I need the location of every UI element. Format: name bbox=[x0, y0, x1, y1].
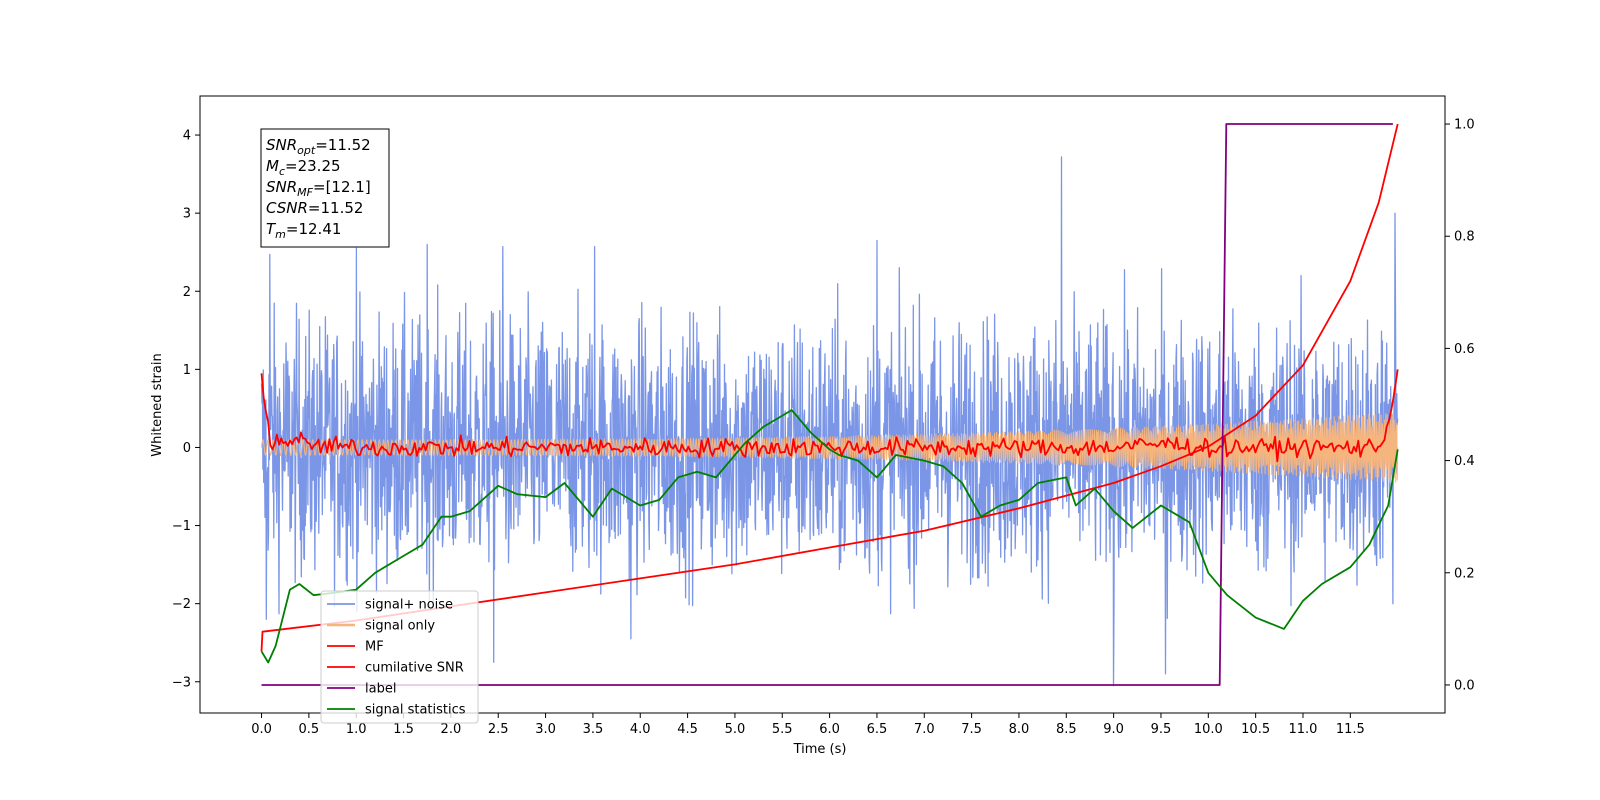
annotation-value: =11.52 bbox=[315, 136, 371, 154]
y-tick-label: 4 bbox=[183, 129, 191, 144]
y-tick-label: −2 bbox=[172, 597, 191, 612]
x-tick-label: 7.5 bbox=[961, 722, 982, 737]
annotation-symbol: T bbox=[266, 220, 277, 238]
plot-frame bbox=[199, 95, 1446, 714]
annotation-line: CSNR=11.52 bbox=[266, 199, 363, 217]
annotation-line: Tm=12.41 bbox=[266, 220, 341, 241]
y-tick-label: 0 bbox=[183, 441, 191, 456]
annotation-value: =11.52 bbox=[308, 199, 364, 217]
x-tick-label: 2.5 bbox=[488, 722, 509, 737]
y2-tick-label: 0.6 bbox=[1454, 342, 1475, 357]
annotation-subscript: opt bbox=[297, 144, 316, 157]
series-line-2 bbox=[260, 369, 1399, 463]
annotation-line: SNRopt=11.52 bbox=[266, 136, 371, 157]
annotation-symbol: CSNR bbox=[266, 199, 308, 217]
y2-tick-label: 0.8 bbox=[1454, 230, 1475, 245]
x-tick-label: 2.0 bbox=[441, 722, 462, 737]
x-tick-label: 3.0 bbox=[535, 722, 556, 737]
x-tick-label: 9.0 bbox=[1103, 722, 1124, 737]
annotation-subscript: MF bbox=[297, 186, 313, 199]
y-tick-label: 3 bbox=[183, 207, 191, 222]
y-axis-right: 0.0 0.2 0.4 0.6 0.8 1.0 bbox=[1445, 118, 1475, 693]
x-tick-label: 7.0 bbox=[914, 722, 935, 737]
x-tick-label: 10.5 bbox=[1241, 722, 1270, 737]
legend-entry: label bbox=[365, 682, 396, 697]
x-tick-label: 8.0 bbox=[1009, 722, 1030, 737]
annotation-subscript: m bbox=[275, 228, 286, 241]
x-tick-label: 3.5 bbox=[583, 722, 604, 737]
x-tick-label: 0.0 bbox=[251, 722, 272, 737]
legend-entry: cumilative SNR bbox=[365, 661, 464, 676]
annotation-value: =[12.1] bbox=[313, 178, 371, 196]
x-tick-label: 1.0 bbox=[346, 722, 367, 737]
legend-entry: signal only bbox=[365, 619, 435, 634]
y2-tick-label: 0.2 bbox=[1454, 566, 1475, 581]
annotation-value: =12.41 bbox=[286, 220, 342, 238]
y2-tick-label: 1.0 bbox=[1454, 118, 1475, 133]
annotation-line: SNRMF=[12.1] bbox=[266, 178, 371, 199]
legend-entry: signal+ noise bbox=[365, 598, 453, 613]
x-tick-label: 4.5 bbox=[677, 722, 698, 737]
y-tick-label: 1 bbox=[183, 363, 191, 378]
y-axis-label: Whitened strain bbox=[150, 353, 165, 456]
y-axis-left: −3 −2 −1 0 1 2 3 4 bbox=[172, 129, 200, 690]
legend: signal+ noise signal only MF cumilative SNR… bbox=[320, 590, 479, 724]
x-tick-label: 8.5 bbox=[1056, 722, 1077, 737]
x-tick-label: 5.5 bbox=[772, 722, 793, 737]
annotation-frame bbox=[260, 128, 390, 248]
series-line-1 bbox=[261, 413, 1399, 483]
x-tick-label: 10.0 bbox=[1194, 722, 1223, 737]
legend-entry: MF bbox=[365, 640, 384, 655]
x-tick-label: 11.5 bbox=[1336, 722, 1365, 737]
x-tick-label: 0.5 bbox=[299, 722, 320, 737]
y-tick-label: 2 bbox=[183, 285, 191, 300]
y-tick-label: −3 bbox=[172, 675, 191, 690]
series-line-5 bbox=[260, 409, 1399, 664]
series-line-4 bbox=[261, 123, 1393, 686]
y2-tick-label: 0.4 bbox=[1454, 454, 1475, 469]
x-tick-label: 5.0 bbox=[725, 722, 746, 737]
legend-frame bbox=[320, 590, 479, 724]
x-tick-label: 4.0 bbox=[630, 722, 651, 737]
x-axis: 0.0 0.5 1.0 1.5 2.0 2.5 3.0 3.5 4.0 4.5 5.0 5.5 6.0 6… bbox=[251, 713, 1365, 737]
x-tick-label: 6.0 bbox=[819, 722, 840, 737]
x-tick-label: 1.5 bbox=[393, 722, 414, 737]
x-tick-label: 6.5 bbox=[867, 722, 888, 737]
y2-tick-label: 0.0 bbox=[1454, 678, 1475, 693]
x-tick-label: 9.5 bbox=[1151, 722, 1172, 737]
annotation-subscript: c bbox=[279, 165, 285, 178]
annotation-symbol: M bbox=[266, 157, 279, 175]
annotation-value: =23.25 bbox=[285, 157, 341, 175]
legend-entry: signal statistics bbox=[365, 703, 466, 718]
annotation-symbol: SNR bbox=[266, 136, 297, 154]
x-axis-label: Time (s) bbox=[793, 742, 847, 757]
annotation-box: SNRopt=11.52Mc=23.25SNRMF=[12.1]CSNR=11.… bbox=[260, 128, 390, 248]
annotation-line: Mc=23.25 bbox=[266, 157, 341, 178]
annotation-symbol: SNR bbox=[266, 178, 297, 196]
y-tick-label: −1 bbox=[172, 519, 191, 534]
x-tick-label: 11.0 bbox=[1289, 722, 1318, 737]
